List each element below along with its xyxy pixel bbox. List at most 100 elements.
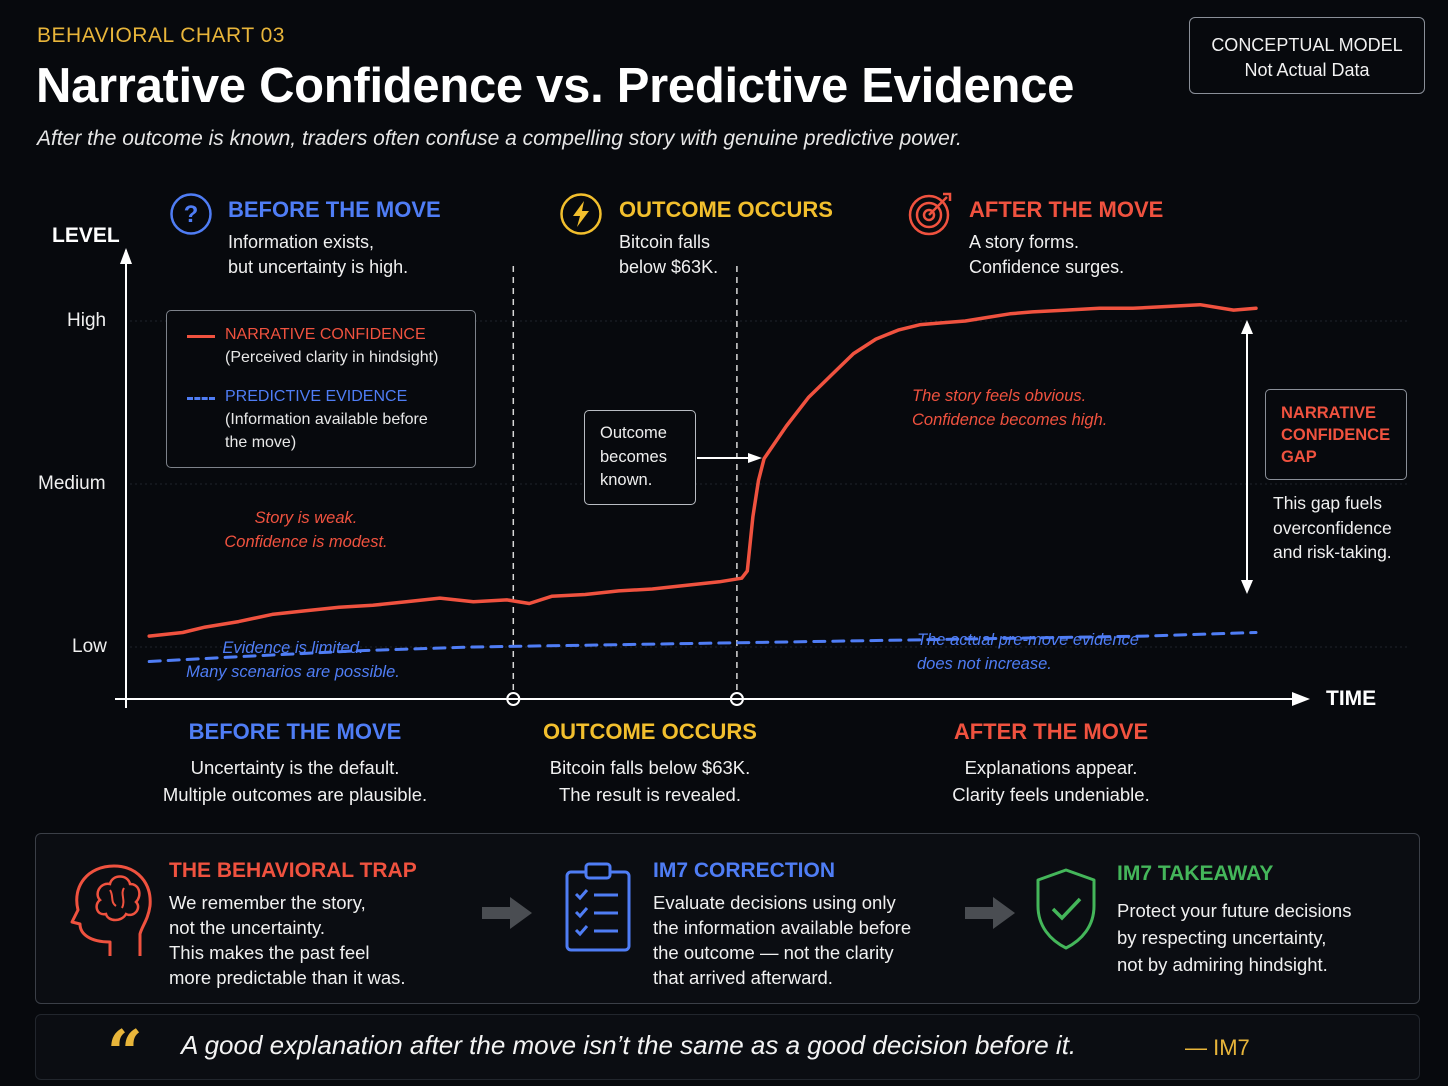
gap-note-line: This gap fuels bbox=[1273, 493, 1382, 513]
panel-line: We remember the story, bbox=[169, 892, 366, 913]
phase-desc-outcome: Bitcoin falls below $63K. bbox=[619, 230, 718, 280]
chart-kicker: BEHAVIORAL CHART 03 bbox=[37, 24, 285, 47]
gap-title-line: CONFIDENCE bbox=[1281, 426, 1391, 444]
takeaway-title: IM7 TAKEAWAY bbox=[1117, 862, 1274, 885]
series-line-predictive-evidence bbox=[147, 631, 1258, 663]
panel-line: Evaluate decisions using only bbox=[653, 892, 896, 913]
panel-line: This makes the past feel bbox=[169, 942, 370, 963]
confidence-gap-label: NARRATIVE CONFIDENCE GAP bbox=[1265, 389, 1407, 480]
phase-title-outcome: OUTCOME OCCURS bbox=[619, 197, 833, 222]
legend-swatch-narrative bbox=[187, 335, 215, 338]
y-tick-label: Medium bbox=[38, 473, 106, 494]
annotation-evidence-flat: The actual pre-move evidence does not in… bbox=[917, 629, 1139, 676]
callout-line: becomes bbox=[600, 447, 667, 466]
gap-title-line: NARRATIVE bbox=[1281, 404, 1377, 422]
legend-swatch-evidence bbox=[187, 397, 215, 400]
correction-text: Evaluate decisions using only the inform… bbox=[653, 890, 911, 990]
confidence-gap-arrow bbox=[1241, 320, 1253, 594]
phase-desc-line: A story forms. bbox=[969, 232, 1080, 252]
confidence-gap-note: This gap fuels overconfidence and risk-t… bbox=[1273, 491, 1392, 565]
annotation-evidence-limited: Evidence is limited. Many scenarios are … bbox=[158, 637, 428, 684]
arrow-right-icon bbox=[482, 897, 532, 929]
chart-legend: NARRATIVE CONFIDENCE (Perceived clarity … bbox=[166, 310, 476, 468]
series-line-narrative-confidence bbox=[147, 302, 1258, 638]
svg-text:?: ? bbox=[184, 201, 199, 228]
callout-arrow bbox=[697, 453, 762, 463]
conceptual-model-badge: CONCEPTUAL MODEL Not Actual Data bbox=[1189, 17, 1425, 94]
annotation-story-obvious: The story feels obvious. Confidence beco… bbox=[912, 385, 1107, 432]
phase-desc-after: A story forms. Confidence surges. bbox=[969, 230, 1124, 280]
quote-bar bbox=[35, 1014, 1420, 1080]
phase-desc-line: Confidence surges. bbox=[969, 257, 1125, 277]
gap-note-line: overconfidence bbox=[1273, 517, 1392, 538]
annotation-line: Many scenarios are possible. bbox=[186, 662, 400, 681]
chart-title: Narrative Confidence vs. Predictive Evid… bbox=[36, 59, 1075, 113]
arrow-right-icon bbox=[965, 897, 1015, 929]
chart-subtitle: After the outcome is known, traders ofte… bbox=[37, 127, 962, 150]
badge-line-1: CONCEPTUAL MODEL bbox=[1211, 35, 1403, 55]
gap-note-line: and risk-taking. bbox=[1273, 542, 1392, 562]
phase-desc-before: Information exists, but uncertainty is h… bbox=[228, 230, 408, 280]
panel-line: Protect your future decisions bbox=[1117, 900, 1352, 921]
bottom-phase-line: Clarity feels undeniable. bbox=[952, 784, 1150, 805]
legend-narrative-title: NARRATIVE CONFIDENCE bbox=[225, 326, 426, 343]
bottom-phase-line: The result is revealed. bbox=[558, 784, 741, 805]
bottom-phase-outcome: OUTCOME OCCURS Bitcoin falls below $63K.… bbox=[500, 719, 800, 808]
gridlines bbox=[130, 320, 1410, 648]
phase-desc-line: Bitcoin falls bbox=[619, 232, 711, 252]
annotation-line: does not increase. bbox=[917, 654, 1052, 673]
phase-desc-line: below $63K. bbox=[619, 257, 719, 277]
trap-title: THE BEHAVIORAL TRAP bbox=[169, 859, 417, 882]
panel-line: the outcome — not the clarity bbox=[653, 942, 894, 963]
phase-desc-line: Information exists, bbox=[228, 232, 375, 252]
shield-check-icon bbox=[1036, 868, 1096, 950]
brain-head-icon bbox=[70, 864, 152, 956]
legend-narrative-desc: (Perceived clarity in hindsight) bbox=[225, 349, 439, 366]
panel-line: more predictable than it was. bbox=[169, 967, 406, 988]
quote-mark-icon: “ bbox=[107, 1016, 143, 1086]
legend-evidence-desc: (Information available before bbox=[225, 411, 428, 428]
insight-panel bbox=[35, 833, 1420, 1004]
annotation-line: The story feels obvious. bbox=[912, 387, 1087, 405]
outcome-callout: Outcome becomes known. bbox=[584, 410, 696, 505]
x-axis-arrow-icon bbox=[1292, 692, 1310, 706]
quote-author: — IM7 bbox=[1185, 1035, 1250, 1060]
panel-line: not the uncertainty. bbox=[169, 917, 325, 938]
x-axis-title: TIME bbox=[1326, 687, 1377, 710]
chart-canvas bbox=[115, 248, 1410, 708]
series-lines bbox=[147, 302, 1258, 663]
bottom-phase-line: Explanations appear. bbox=[964, 757, 1138, 778]
bottom-phase-title: BEFORE THE MOVE bbox=[188, 719, 402, 744]
correction-title: IM7 CORRECTION bbox=[653, 859, 836, 882]
phase-title-before: BEFORE THE MOVE bbox=[228, 197, 441, 222]
y-tick-label: Low bbox=[72, 636, 107, 657]
panel-line: not by admiring hindsight. bbox=[1117, 954, 1328, 975]
phase-desc-line: but uncertainty is high. bbox=[228, 257, 409, 277]
bottom-phase-line: Multiple outcomes are plausible. bbox=[162, 784, 428, 805]
y-tick-label: High bbox=[67, 310, 107, 331]
lightning-icon bbox=[560, 193, 602, 235]
annotation-line: Story is weak. bbox=[254, 509, 358, 527]
bottom-phase-after: AFTER THE MOVE Explanations appear. Clar… bbox=[901, 719, 1201, 808]
bottom-phase-line: Bitcoin falls below $63K. bbox=[549, 757, 751, 778]
bottom-phase-line: Uncertainty is the default. bbox=[190, 757, 400, 778]
target-icon bbox=[908, 192, 952, 236]
callout-line: Outcome bbox=[600, 424, 667, 442]
callout-line: known. bbox=[600, 471, 653, 489]
bottom-phase-title: OUTCOME OCCURS bbox=[543, 719, 757, 744]
y-axis-title: LEVEL bbox=[52, 224, 120, 247]
bottom-phase-before: BEFORE THE MOVE Uncertainty is the defau… bbox=[135, 719, 455, 808]
annotation-line: Evidence is limited. bbox=[222, 639, 364, 657]
annotation-line: Confidence becomes high. bbox=[912, 410, 1108, 429]
badge-line-2: Not Actual Data bbox=[1244, 60, 1370, 80]
annotation-line: The actual pre-move evidence bbox=[917, 631, 1139, 649]
quote-text: A good explanation after the move isn’t … bbox=[181, 1030, 1077, 1060]
gap-title-line: GAP bbox=[1281, 448, 1317, 466]
question-circle-icon: ? bbox=[170, 193, 212, 235]
clipboard-checklist-icon bbox=[565, 862, 631, 952]
legend-evidence-title: PREDICTIVE EVIDENCE bbox=[225, 388, 408, 405]
panel-line: by respecting uncertainty, bbox=[1117, 927, 1327, 948]
annotation-line: Confidence is modest. bbox=[224, 532, 388, 551]
legend-evidence-desc: the move) bbox=[225, 434, 297, 451]
bottom-phase-title: AFTER THE MOVE bbox=[953, 719, 1149, 744]
